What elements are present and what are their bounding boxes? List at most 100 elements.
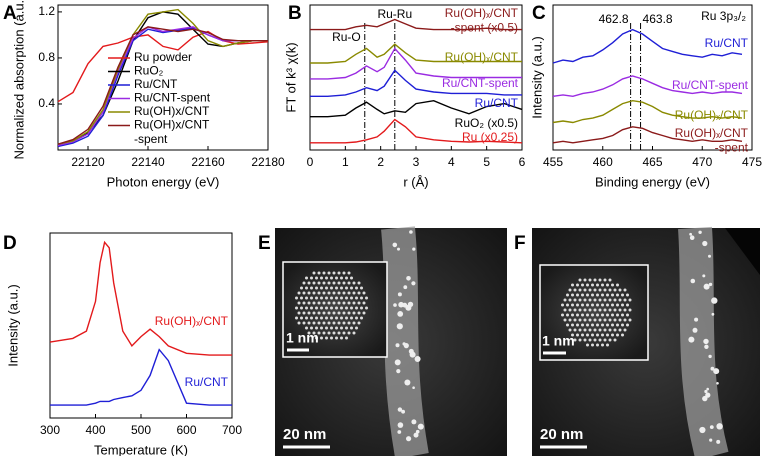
- atom: [312, 291, 316, 295]
- atom: [330, 296, 333, 300]
- atom: [613, 288, 617, 292]
- series-line: [57, 26, 268, 145]
- atom: [606, 323, 609, 327]
- atom: [618, 308, 622, 312]
- inset-scale-label: 1 nm: [286, 330, 319, 346]
- atom: [623, 288, 627, 292]
- atom: [598, 338, 602, 342]
- atom: [578, 278, 582, 282]
- atom: [300, 316, 303, 320]
- atom: [563, 318, 567, 322]
- atom: [588, 278, 592, 282]
- series-label: Ru/CNT-spent: [672, 78, 749, 92]
- atom: [335, 276, 338, 280]
- series-line: [310, 99, 523, 118]
- y-tick-label: 1.2: [38, 4, 55, 18]
- particles: [688, 230, 723, 444]
- atom: [362, 301, 366, 305]
- atom: [350, 306, 353, 310]
- series-label: Ru(OH)ₓ/CNT: [155, 314, 229, 328]
- atom: [325, 286, 328, 290]
- atom: [578, 338, 582, 342]
- particle: [706, 387, 709, 391]
- x-tick-label: 22120: [71, 155, 105, 169]
- atom: [596, 313, 599, 317]
- particle: [411, 419, 417, 425]
- atom: [357, 291, 361, 295]
- reference-label: Ru-Ru: [377, 7, 412, 21]
- series-line: [552, 28, 743, 64]
- atom: [626, 323, 629, 327]
- atom: [317, 321, 321, 325]
- series-label: Ru(OH)ₓ/CNT: [675, 108, 749, 122]
- atom: [357, 311, 361, 315]
- particle: [395, 343, 400, 348]
- atom: [327, 281, 331, 285]
- atom: [310, 276, 313, 280]
- series-label: Ru(OH)ₓ/CNT -spent (x0.5): [445, 6, 519, 34]
- particle: [711, 297, 718, 304]
- atom: [310, 296, 313, 300]
- particles: [392, 230, 424, 442]
- atom: [573, 308, 577, 312]
- atom: [568, 298, 572, 302]
- atom: [330, 286, 333, 290]
- atom: [588, 308, 592, 312]
- atom: [355, 306, 358, 310]
- atom: [302, 311, 306, 315]
- atom: [596, 323, 599, 327]
- atom: [337, 271, 341, 275]
- atom: [593, 338, 597, 342]
- atom: [352, 311, 356, 315]
- particle: [716, 423, 723, 430]
- scale-label: 20 nm: [540, 426, 583, 443]
- atom: [340, 296, 343, 300]
- atom: [335, 296, 338, 300]
- particle: [703, 283, 710, 290]
- atom: [310, 326, 313, 330]
- text-line: -spent (x0.5): [451, 21, 518, 35]
- x-axis-title: Binding energy (eV): [595, 174, 710, 189]
- text-line: Ru(OH)x/CNT: [134, 118, 210, 132]
- atom: [608, 318, 612, 322]
- inset: [282, 261, 388, 358]
- particle: [709, 438, 713, 442]
- atom: [578, 308, 582, 312]
- atom: [613, 338, 617, 342]
- atom: [327, 301, 331, 305]
- atom: [611, 333, 614, 337]
- series-line: [552, 126, 743, 144]
- atom: [591, 333, 594, 337]
- atom: [350, 286, 353, 290]
- atom: [606, 343, 609, 347]
- particle: [708, 254, 711, 258]
- nanotube: [381, 226, 429, 456]
- atom: [586, 303, 589, 307]
- x-tick-label: 470: [692, 155, 712, 169]
- atom: [340, 336, 343, 340]
- atom: [613, 318, 617, 322]
- atom: [593, 328, 597, 332]
- panel-letter: A: [3, 3, 17, 24]
- micrograph-f: 1 nm 20 nm: [532, 226, 760, 456]
- atom: [305, 306, 308, 310]
- atom: [621, 303, 624, 307]
- particle: [397, 422, 404, 428]
- atom: [606, 303, 609, 307]
- particle: [406, 436, 412, 442]
- atom: [332, 321, 336, 325]
- atom: [302, 281, 306, 285]
- atom: [588, 328, 592, 332]
- atom: [573, 288, 577, 292]
- atom: [342, 321, 346, 325]
- x-tick-label: 460: [593, 155, 613, 169]
- atom: [566, 323, 569, 327]
- atom: [322, 281, 326, 285]
- atom: [310, 306, 313, 310]
- atom: [345, 316, 348, 320]
- x-tick-label: 5: [483, 155, 490, 169]
- atom: [578, 328, 582, 332]
- particle: [413, 432, 419, 438]
- atom: [352, 321, 356, 325]
- lattice: [295, 271, 368, 340]
